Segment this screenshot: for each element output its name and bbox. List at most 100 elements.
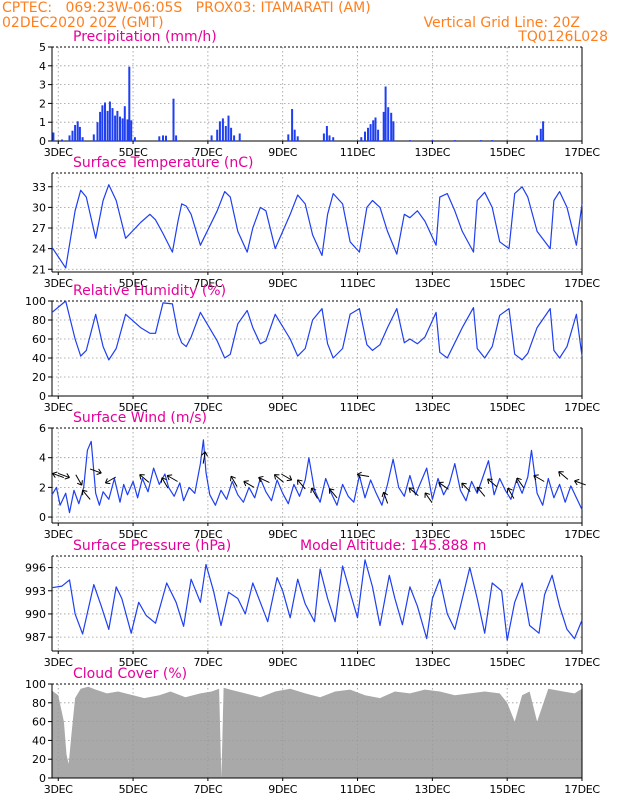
x-tick-label: 17DEC bbox=[564, 401, 600, 414]
x-tick-label: 11DEC bbox=[340, 401, 376, 414]
x-tick-label: 11DEC bbox=[340, 277, 376, 290]
x-tick-label: 15DEC bbox=[489, 146, 525, 159]
precip-bar bbox=[224, 126, 227, 141]
date-header: 02DEC2020 20Z (GMT) bbox=[2, 15, 164, 31]
x-tick-label: 11DEC bbox=[340, 528, 376, 541]
y-tick-label: 5 bbox=[39, 41, 46, 54]
precip-bar bbox=[360, 137, 363, 141]
wind-arrow bbox=[243, 480, 255, 488]
wind-arrow-shaft bbox=[161, 477, 169, 489]
y-tick-label: 0 bbox=[39, 390, 46, 403]
precip-bar bbox=[101, 105, 104, 141]
x-tick-label: 7DEC bbox=[193, 783, 223, 796]
precip-bar bbox=[123, 106, 126, 141]
precip-bar bbox=[369, 124, 372, 141]
wind-arrow-shaft bbox=[507, 487, 515, 499]
humidity-panel bbox=[48, 300, 583, 399]
y-tick-label: 2 bbox=[39, 481, 46, 494]
x-tick-label: 13DEC bbox=[415, 656, 451, 669]
wind-arrow-shaft bbox=[75, 474, 83, 486]
x-tick-label: 17DEC bbox=[564, 656, 600, 669]
x-tick-label: 3DEC bbox=[44, 401, 74, 414]
y-tick-label: 40 bbox=[32, 734, 46, 747]
x-tick-label: 3DEC bbox=[44, 656, 74, 669]
wind-arrow-shaft bbox=[202, 451, 206, 464]
x-tick-label: 11DEC bbox=[340, 783, 376, 796]
wind-arrow-head bbox=[81, 489, 88, 496]
precip-bar bbox=[293, 129, 296, 141]
precip-bar bbox=[74, 125, 77, 141]
wind-arrow-shaft bbox=[274, 474, 284, 483]
wind-arrow-head bbox=[139, 474, 145, 480]
wind-arrow-head bbox=[506, 487, 513, 494]
run-code: TQ0126L028 bbox=[518, 29, 608, 45]
y-tick-label: 24 bbox=[32, 243, 46, 256]
wind-arrow-head bbox=[461, 482, 467, 489]
y-tick-label: 20 bbox=[32, 371, 46, 384]
y-tick-label: 0 bbox=[39, 135, 46, 148]
wind-arrow-shaft bbox=[82, 489, 91, 500]
y-tick-label: 0 bbox=[39, 511, 46, 524]
wind-arrow-head bbox=[286, 475, 293, 482]
wind-arrow-shaft bbox=[139, 474, 150, 483]
precip-bar bbox=[387, 107, 390, 141]
precip-bar bbox=[81, 137, 84, 141]
precip-bar bbox=[364, 131, 366, 141]
x-tick-label: 7DEC bbox=[193, 656, 223, 669]
x-tick-label: 15DEC bbox=[489, 656, 525, 669]
wind-arrow bbox=[160, 477, 169, 489]
wind-arrow-head bbox=[230, 475, 236, 482]
wind-arrow-shaft bbox=[383, 491, 389, 504]
wind-arrow bbox=[230, 475, 238, 487]
precip-bar bbox=[453, 140, 456, 141]
wind-arrow bbox=[139, 474, 150, 483]
precip-bar bbox=[431, 140, 434, 141]
x-tick-label: 17DEC bbox=[564, 277, 600, 290]
x-tick-label: 9DEC bbox=[268, 656, 298, 669]
x-tick-label: 3DEC bbox=[44, 783, 74, 796]
precip-bar bbox=[210, 135, 213, 141]
x-tick-label: 15DEC bbox=[489, 277, 525, 290]
precip-title: Precipitation (mm/h) bbox=[73, 29, 217, 45]
wind-arrow-shaft bbox=[424, 492, 433, 504]
wind-arrow bbox=[201, 451, 208, 464]
precip-bar bbox=[491, 140, 494, 141]
wind-arrow bbox=[487, 478, 498, 488]
wind-arrow-shaft bbox=[558, 471, 569, 480]
x-tick-label: 17DEC bbox=[564, 783, 600, 796]
precip-bar bbox=[332, 137, 335, 141]
precip-bar bbox=[390, 112, 393, 141]
wind-arrow bbox=[81, 489, 91, 500]
wind-line bbox=[51, 439, 583, 514]
wind-arrow-shaft bbox=[476, 486, 486, 497]
wind-arrow-shaft bbox=[408, 487, 419, 497]
wind-arrow-head bbox=[273, 474, 280, 480]
wind-arrow-head bbox=[558, 471, 564, 477]
precip-bar bbox=[52, 132, 55, 141]
x-tick-label: 13DEC bbox=[415, 146, 451, 159]
wind-arrow-shaft bbox=[230, 475, 238, 487]
precip-bar bbox=[133, 137, 136, 141]
precip-bar bbox=[165, 135, 167, 141]
y-tick-label: 21 bbox=[32, 263, 46, 276]
y-tick-label: 40 bbox=[32, 352, 46, 365]
wind-arrow-shaft bbox=[89, 468, 102, 474]
x-tick-label: 5DEC bbox=[119, 146, 149, 159]
y-tick-label: 4 bbox=[39, 452, 46, 465]
precip-bar bbox=[372, 120, 375, 141]
wind-arrow bbox=[381, 491, 389, 504]
precip-bar bbox=[408, 140, 411, 141]
precip-bar bbox=[218, 121, 221, 141]
x-tick-label: 7DEC bbox=[193, 277, 223, 290]
wind-arrow bbox=[558, 471, 569, 480]
x-tick-label: 5DEC bbox=[119, 656, 149, 669]
precip-bar bbox=[392, 121, 395, 141]
wind-arrow-shaft bbox=[328, 488, 338, 499]
wind-arrow-head bbox=[424, 492, 431, 498]
wind-arrow-shaft bbox=[258, 477, 270, 483]
wind-arrow-shaft bbox=[574, 480, 586, 486]
wind-arrow bbox=[424, 492, 433, 504]
y-tick-label: 6 bbox=[39, 422, 46, 435]
x-tick-label: 9DEC bbox=[268, 528, 298, 541]
precip-bar bbox=[121, 118, 124, 141]
